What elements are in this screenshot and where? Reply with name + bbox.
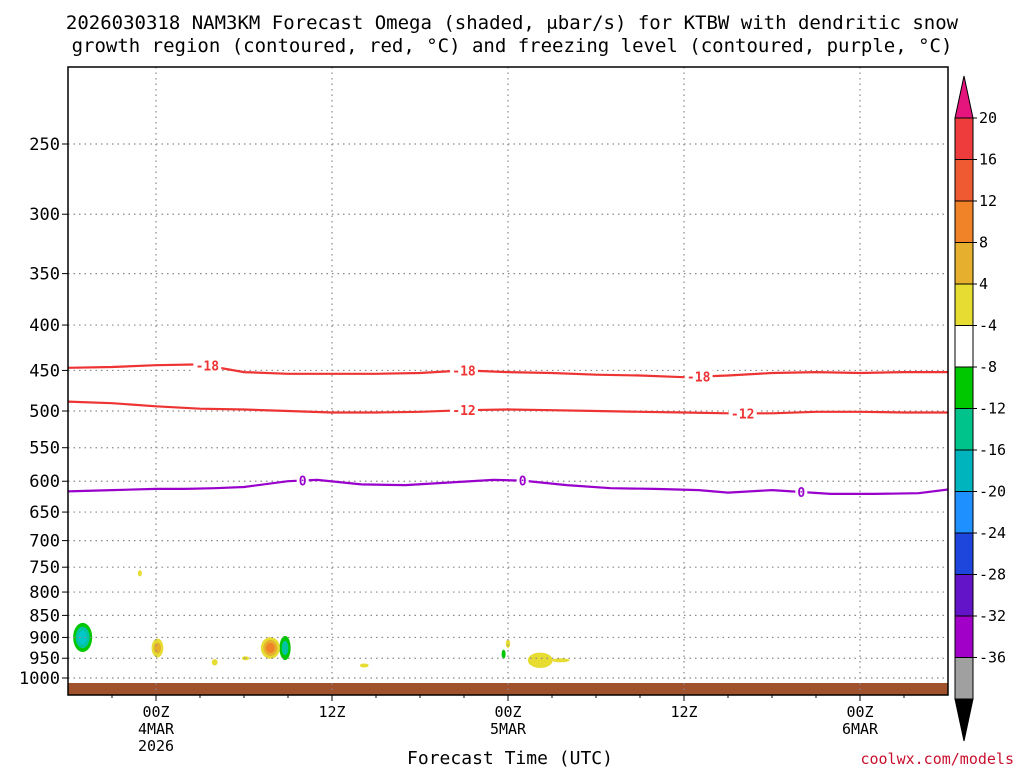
colorbar-segment-6 [954,366,974,409]
omega-blob-0-layer-2 [78,630,88,645]
colorbar-segment-9 [954,491,974,534]
omega-shading [73,570,570,668]
colorbar-tick-label-10: -24 [979,524,1006,542]
colorbar-segment-3 [954,242,974,285]
contour-label-bg-minus18-0 [193,358,222,373]
contour-label-freezing-0: 0 [299,475,307,490]
contour-label-freezing-2: 0 [797,486,805,501]
colorbar-tick-label-1: 16 [979,151,997,169]
y-tick-label-550: 550 [29,439,60,459]
contour-label-bg-minus12-1 [728,406,757,421]
omega-blob-2-layer-2 [265,642,275,654]
colorbar-tick-label-7: -12 [979,400,1006,418]
colorbar-tick-label-12: -32 [979,607,1006,625]
colorbar-tick-label-5: -4 [979,317,997,335]
contour-label-freezing-1: 0 [519,475,527,490]
colorbar-tick-label-3: 8 [979,234,988,252]
contour-label-bg-freezing-0 [296,473,309,488]
omega-blob-5-layer-0 [211,659,218,666]
contour-label-bg-minus12-0 [450,403,478,418]
colorbar-segment-11 [954,574,974,617]
contour-label-bg-freezing-1 [516,473,529,488]
y-tick-label-600: 600 [29,472,60,492]
omega-blob-7-layer-0 [359,663,369,668]
contour-label-minus12-1: -12 [731,407,754,422]
x-axis-title: Forecast Time (UTC) [407,748,613,768]
colorbar-segment-10 [954,532,974,575]
omega-blob-4-layer-0 [137,570,142,577]
colorbar-segment-5 [954,325,974,368]
colorbar-tick-label-6: -8 [979,358,997,376]
chart-title-line-1: 2026030318 NAM3KM Forecast Omega (shaded… [66,12,959,34]
colorbar-tick-label-11: -28 [979,566,1006,584]
y-tick-label-850: 850 [29,606,60,626]
y-tick-label-450: 450 [29,361,60,381]
contour-label-minus12-0: -12 [452,404,475,419]
colorbar-segment-13 [954,657,974,700]
colorbar-tick-label-4: 4 [979,275,988,293]
colorbar-segment-8 [954,449,974,492]
omega-blob-10-layer-0 [527,652,553,668]
x-tick-label-42-0: 12Z [670,703,697,721]
y-tick-label-700: 700 [29,532,60,552]
contour-label-minus18-1: -18 [452,364,476,379]
colorbar-tick-label-0: 20 [979,109,997,127]
x-tick-label-6-2: 2026 [138,737,174,755]
omega-blob-8-layer-0 [501,649,506,659]
contour-label-bg-minus18-1 [450,363,478,378]
contours: -18 -18 -18 -12 -12 0 0 0 [68,358,948,501]
y-tick-label-800: 800 [29,583,60,603]
omega-blob-11-layer-0 [552,658,570,663]
y-tick-label-750: 750 [29,558,60,578]
x-tick-label-30-0: 00Z [494,703,521,721]
plot-frame [67,66,949,696]
colorbar-tick-label-2: 12 [979,192,997,210]
x-tick-label-18-0: 12Z [318,703,345,721]
colorbar-segment-0 [954,117,974,160]
x-tick-label-54-0: 00Z [846,703,873,721]
colorbar-segment-7 [954,408,974,451]
omega-blob-9-layer-0 [505,639,511,648]
y-tick-label-950: 950 [29,649,60,669]
contour-minus12 [68,400,948,415]
y-tick-label-250: 250 [29,135,60,155]
x-tick-label-54-1: 6MAR [842,720,879,738]
y-tick-label-1000: 1000 [19,669,60,689]
y-tick-label-500: 500 [29,402,60,422]
omega-blob-3-layer-1 [153,642,161,654]
plot-area: 2503003504004505005506006507007508008509… [19,66,949,755]
y-tick-label-900: 900 [29,628,60,648]
colorbar-top-arrow [954,75,974,119]
colorbar-segment-12 [954,615,974,658]
omega-blob-1-layer-1 [281,640,289,656]
colorbar-tick-label-8: -16 [979,441,1006,459]
contour-label-bg-minus18-2 [684,369,713,384]
omega-colorbar: 20 16 12 8 4 -4 -8 -12 -16 -20 -24 -28 -32 -36 [954,75,1006,742]
x-tick-label-6-0: 00Z [142,703,169,721]
colorbar-tick-label-9: -20 [979,483,1006,501]
colorbar-segment-2 [954,200,974,243]
contour-label-bg-freezing-2 [795,484,808,499]
x-tick-label-6-1: 4MAR [138,720,175,738]
y-tick-label-350: 350 [29,265,60,285]
colorbar-segment-1 [954,159,974,202]
contour-label-minus18-0: -18 [196,360,220,375]
y-tick-label-650: 650 [29,503,60,523]
colorbar-bottom-arrow [954,698,974,742]
y-tick-label-300: 300 [29,205,60,225]
colorbar-segment-4 [954,283,974,326]
credit-text: coolwx.com/models [860,750,1014,768]
x-tick-label-30-1: 5MAR [490,720,527,738]
y-tick-label-400: 400 [29,316,60,336]
chart-title-line-2: growth region (contoured, red, °C) and f… [72,35,953,57]
colorbar-tick-label-13: -36 [979,649,1006,667]
contour-label-minus18-2: -18 [687,371,711,386]
